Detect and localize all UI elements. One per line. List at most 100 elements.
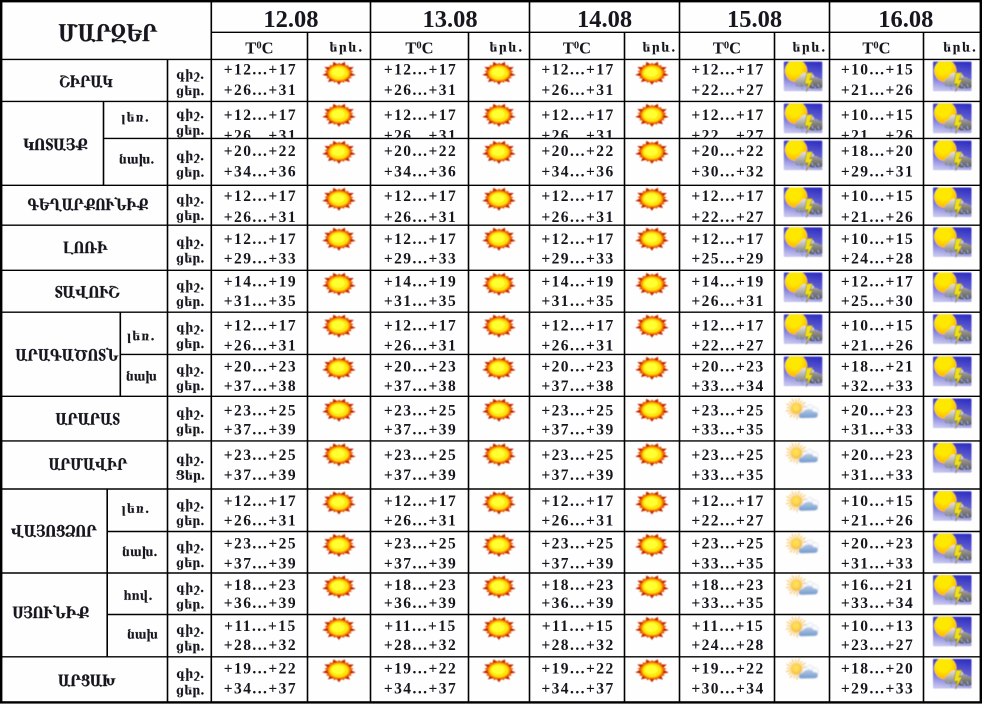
svg-text:+23...+25: +23...+25 bbox=[224, 403, 297, 420]
svg-text:+29...+33: +29...+33 bbox=[224, 250, 297, 267]
svg-text:+12...+17: +12...+17 bbox=[224, 318, 297, 335]
svg-text:+12...+17: +12...+17 bbox=[224, 188, 297, 205]
svg-text:+19...+22: +19...+22 bbox=[384, 661, 457, 678]
svg-text:+10...+15: +10...+15 bbox=[841, 107, 914, 124]
svg-text:+26...+31: +26...+31 bbox=[224, 512, 297, 529]
svg-text:T0C: T0C bbox=[563, 39, 591, 58]
svg-text:+11...+15: +11...+15 bbox=[224, 618, 296, 635]
svg-text:+23...+27: +23...+27 bbox=[841, 637, 914, 654]
svg-text:+33...+35: +33...+35 bbox=[691, 595, 764, 612]
svg-text:+18...+23: +18...+23 bbox=[224, 577, 297, 594]
svg-text:+37...+39: +37...+39 bbox=[541, 421, 614, 438]
svg-text:+11...+15: +11...+15 bbox=[692, 618, 764, 635]
svg-text:+32...+33: +32...+33 bbox=[841, 378, 914, 395]
svg-text:+26...+31: +26...+31 bbox=[541, 82, 614, 99]
svg-text:+34...+37: +34...+37 bbox=[224, 680, 297, 697]
svg-text:+22...+27: +22...+27 bbox=[691, 209, 764, 226]
svg-text:+26...+31: +26...+31 bbox=[541, 209, 614, 226]
svg-text:+21...+26: +21...+26 bbox=[841, 512, 914, 529]
svg-text:+30...+34: +30...+34 bbox=[691, 680, 764, 697]
svg-text:+12...+17: +12...+17 bbox=[541, 318, 614, 335]
svg-text:+10...+15: +10...+15 bbox=[841, 231, 914, 248]
svg-text:+37...+39: +37...+39 bbox=[224, 555, 297, 572]
svg-text:+37...+38: +37...+38 bbox=[224, 378, 297, 395]
svg-text:+12...+17: +12...+17 bbox=[691, 231, 764, 248]
svg-text:+26...+31: +26...+31 bbox=[541, 512, 614, 529]
svg-text:+24...+28: +24...+28 bbox=[841, 250, 914, 267]
svg-text:+23...+25: +23...+25 bbox=[384, 447, 457, 464]
svg-text:+19...+22: +19...+22 bbox=[691, 661, 764, 678]
svg-text:+22...+27: +22...+27 bbox=[691, 82, 764, 99]
svg-text:+12...+17: +12...+17 bbox=[224, 107, 297, 124]
svg-text:+10...+15: +10...+15 bbox=[841, 62, 914, 79]
svg-text:+29...+33: +29...+33 bbox=[841, 680, 914, 697]
svg-text:+26...+31: +26...+31 bbox=[384, 128, 457, 145]
svg-text:+12...+17: +12...+17 bbox=[841, 273, 914, 290]
svg-text:+23...+25: +23...+25 bbox=[541, 447, 614, 464]
svg-text:+37...+39: +37...+39 bbox=[384, 421, 457, 438]
svg-text:+12...+17: +12...+17 bbox=[384, 318, 457, 335]
svg-text:+23...+25: +23...+25 bbox=[384, 535, 457, 552]
svg-text:+34...+37: +34...+37 bbox=[384, 680, 457, 697]
svg-text:+20...+23: +20...+23 bbox=[691, 358, 764, 375]
svg-text:15.08: 15.08 bbox=[727, 6, 782, 33]
svg-text:+37...+39: +37...+39 bbox=[541, 467, 614, 484]
svg-text:+12...+17: +12...+17 bbox=[691, 318, 764, 335]
svg-text:+14...+19: +14...+19 bbox=[384, 273, 457, 290]
svg-text:+23...+25: +23...+25 bbox=[541, 403, 614, 420]
svg-text:+14...+19: +14...+19 bbox=[224, 273, 297, 290]
svg-text:+12...+17: +12...+17 bbox=[224, 231, 297, 248]
svg-text:+26...+31: +26...+31 bbox=[224, 209, 297, 226]
svg-text:T0C: T0C bbox=[713, 39, 741, 58]
svg-text:+26...+31: +26...+31 bbox=[384, 512, 457, 529]
svg-text:+33...+35: +33...+35 bbox=[691, 555, 764, 572]
svg-text:13.08: 13.08 bbox=[422, 6, 477, 33]
svg-text:+10...+13: +10...+13 bbox=[841, 618, 914, 635]
svg-text:+20...+22: +20...+22 bbox=[541, 143, 614, 160]
svg-text:+12...+17: +12...+17 bbox=[384, 107, 457, 124]
svg-text:+20...+22: +20...+22 bbox=[224, 143, 297, 160]
svg-text:+16...+21: +16...+21 bbox=[841, 577, 914, 594]
svg-text:+11...+15: +11...+15 bbox=[384, 618, 456, 635]
svg-text:+25...+29: +25...+29 bbox=[691, 250, 764, 267]
svg-text:+22...+27: +22...+27 bbox=[691, 512, 764, 529]
svg-text:+21...+26: +21...+26 bbox=[841, 82, 914, 99]
svg-text:+23...+25: +23...+25 bbox=[691, 535, 764, 552]
svg-text:+28...+32: +28...+32 bbox=[384, 637, 457, 654]
svg-text:+26...+31: +26...+31 bbox=[384, 82, 457, 99]
svg-text:+12...+17: +12...+17 bbox=[691, 493, 764, 510]
svg-text:+19...+22: +19...+22 bbox=[224, 661, 297, 678]
svg-text:+21...+26: +21...+26 bbox=[841, 209, 914, 226]
svg-text:+26...+31: +26...+31 bbox=[224, 82, 297, 99]
svg-text:+37...+38: +37...+38 bbox=[384, 378, 457, 395]
svg-text:14.08: 14.08 bbox=[577, 6, 632, 33]
svg-text:+31...+35: +31...+35 bbox=[541, 293, 614, 310]
svg-text:+23...+25: +23...+25 bbox=[224, 447, 297, 464]
svg-text:+37...+39: +37...+39 bbox=[384, 467, 457, 484]
svg-text:+12...+17: +12...+17 bbox=[541, 231, 614, 248]
svg-text:+26...+31: +26...+31 bbox=[224, 337, 297, 354]
svg-text:+36...+39: +36...+39 bbox=[541, 595, 614, 612]
svg-text:T0C: T0C bbox=[405, 39, 433, 58]
svg-text:+18...+21: +18...+21 bbox=[841, 358, 914, 375]
svg-text:+21...+26: +21...+26 bbox=[841, 337, 914, 354]
svg-text:+18...+23: +18...+23 bbox=[541, 577, 614, 594]
svg-text:+28...+32: +28...+32 bbox=[541, 637, 614, 654]
svg-text:+23...+25: +23...+25 bbox=[541, 535, 614, 552]
svg-text:+18...+23: +18...+23 bbox=[384, 577, 457, 594]
svg-text:+33...+35: +33...+35 bbox=[691, 467, 764, 484]
svg-text:+31...+35: +31...+35 bbox=[224, 293, 297, 310]
svg-text:+36...+39: +36...+39 bbox=[224, 595, 297, 612]
svg-text:+24...+28: +24...+28 bbox=[691, 637, 764, 654]
svg-text:+31...+33: +31...+33 bbox=[841, 421, 914, 438]
svg-text:+36...+39: +36...+39 bbox=[384, 595, 457, 612]
svg-text:12.08: 12.08 bbox=[263, 6, 318, 33]
svg-text:+37...+39: +37...+39 bbox=[384, 555, 457, 572]
svg-text:+12...+17: +12...+17 bbox=[691, 107, 764, 124]
svg-text:+33...+34: +33...+34 bbox=[841, 595, 914, 612]
svg-text:16.08: 16.08 bbox=[878, 6, 933, 33]
svg-text:+37...+39: +37...+39 bbox=[224, 421, 297, 438]
svg-text:+31...+35: +31...+35 bbox=[384, 293, 457, 310]
svg-text:+10...+15: +10...+15 bbox=[841, 318, 914, 335]
svg-text:+33...+35: +33...+35 bbox=[691, 421, 764, 438]
